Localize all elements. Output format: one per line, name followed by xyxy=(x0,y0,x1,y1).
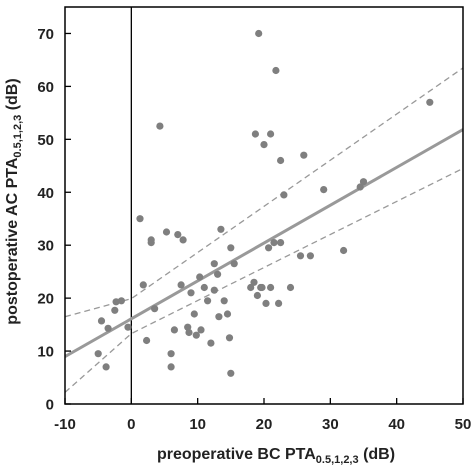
data-point xyxy=(215,313,223,321)
data-point xyxy=(265,244,273,252)
data-point xyxy=(275,299,283,307)
y-tick-label: 60 xyxy=(37,79,54,96)
y-tick-label: 50 xyxy=(37,132,54,149)
data-point xyxy=(306,252,314,260)
data-point xyxy=(214,270,222,278)
data-point xyxy=(210,260,218,268)
data-point xyxy=(277,156,285,165)
data-point xyxy=(124,323,132,331)
x-tick-label: 10 xyxy=(189,416,206,433)
data-point xyxy=(174,231,182,239)
data-point xyxy=(167,363,175,371)
data-point xyxy=(251,130,259,138)
x-axis-label-unit: (dB) xyxy=(359,446,395,463)
data-point xyxy=(286,283,295,292)
x-tick-label: 40 xyxy=(388,416,405,433)
data-point xyxy=(192,331,200,339)
data-point xyxy=(97,317,106,325)
y-tick-label: 0 xyxy=(46,397,54,414)
data-point xyxy=(117,297,125,305)
data-point xyxy=(277,239,285,247)
data-point xyxy=(94,350,102,358)
data-point xyxy=(320,186,328,194)
y-tick-label: 40 xyxy=(37,185,54,202)
data-point xyxy=(253,291,261,300)
data-point xyxy=(156,122,164,130)
data-point xyxy=(340,246,348,255)
data-point xyxy=(258,283,266,292)
data-point xyxy=(300,151,308,159)
x-tick-label: -10 xyxy=(54,416,76,433)
data-point xyxy=(179,236,187,244)
plot-frame xyxy=(64,6,464,405)
y-axis-label-subscript: 0.5,1,2,3 xyxy=(12,115,24,158)
y-tick-label: 30 xyxy=(37,238,54,255)
confidence-band-upper xyxy=(65,67,463,318)
data-point xyxy=(260,141,268,149)
data-point xyxy=(187,289,195,297)
data-point xyxy=(162,228,171,236)
y-tick-label: 10 xyxy=(37,344,54,361)
data-point xyxy=(227,369,235,377)
y-axis-label-main: postoperative AC PTA xyxy=(4,157,21,325)
data-point xyxy=(177,281,185,289)
data-point xyxy=(170,326,178,334)
data-point xyxy=(267,130,275,138)
x-axis-label-subscript: 0.5,1,2,3 xyxy=(316,454,359,466)
regression-line xyxy=(65,128,463,358)
x-tick-label: 30 xyxy=(322,416,339,433)
data-point xyxy=(227,244,235,252)
x-axis-label-main: preoperative BC PTA xyxy=(157,446,316,463)
data-point xyxy=(151,305,159,313)
data-point xyxy=(270,239,278,247)
data-point xyxy=(139,281,147,289)
y-tick-label: 70 xyxy=(37,26,54,43)
data-point xyxy=(136,215,144,223)
data-point xyxy=(104,324,112,332)
data-point xyxy=(272,66,280,75)
data-point xyxy=(426,98,434,106)
data-point xyxy=(167,350,175,358)
data-point xyxy=(223,310,232,318)
data-point xyxy=(220,297,228,305)
data-point xyxy=(196,273,204,281)
data-point xyxy=(204,297,212,305)
data-point xyxy=(185,328,193,337)
data-point xyxy=(102,363,110,371)
data-point xyxy=(111,306,119,314)
data-point xyxy=(197,326,205,334)
data-point xyxy=(210,286,218,294)
data-point xyxy=(296,252,305,260)
plot-area xyxy=(65,7,463,404)
data-point xyxy=(250,278,258,286)
y-axis-label-unit: (dB) xyxy=(4,78,21,114)
data-point xyxy=(356,183,364,191)
data-point xyxy=(262,299,270,307)
data-point xyxy=(225,334,234,342)
x-tick-label: 0 xyxy=(127,416,135,433)
data-point xyxy=(359,178,368,186)
data-point xyxy=(267,283,275,292)
data-point xyxy=(147,239,155,247)
data-point xyxy=(200,283,208,292)
x-tick-label: 50 xyxy=(455,416,472,433)
x-tick-label: 20 xyxy=(256,416,273,433)
data-point xyxy=(280,191,288,199)
data-point xyxy=(247,283,255,292)
data-point xyxy=(255,29,263,38)
data-point xyxy=(217,225,225,233)
data-point xyxy=(190,310,198,318)
confidence-band-lower xyxy=(65,167,463,393)
y-tick-label: 20 xyxy=(37,291,54,308)
data-point xyxy=(230,260,238,268)
data-point xyxy=(143,336,151,345)
x-axis-label: preoperative BC PTA0.5,1,2,3 (dB) xyxy=(157,446,395,466)
data-point xyxy=(207,339,215,347)
y-axis-label: postoperative AC PTA0.5,1,2,3 (dB) xyxy=(4,78,24,324)
